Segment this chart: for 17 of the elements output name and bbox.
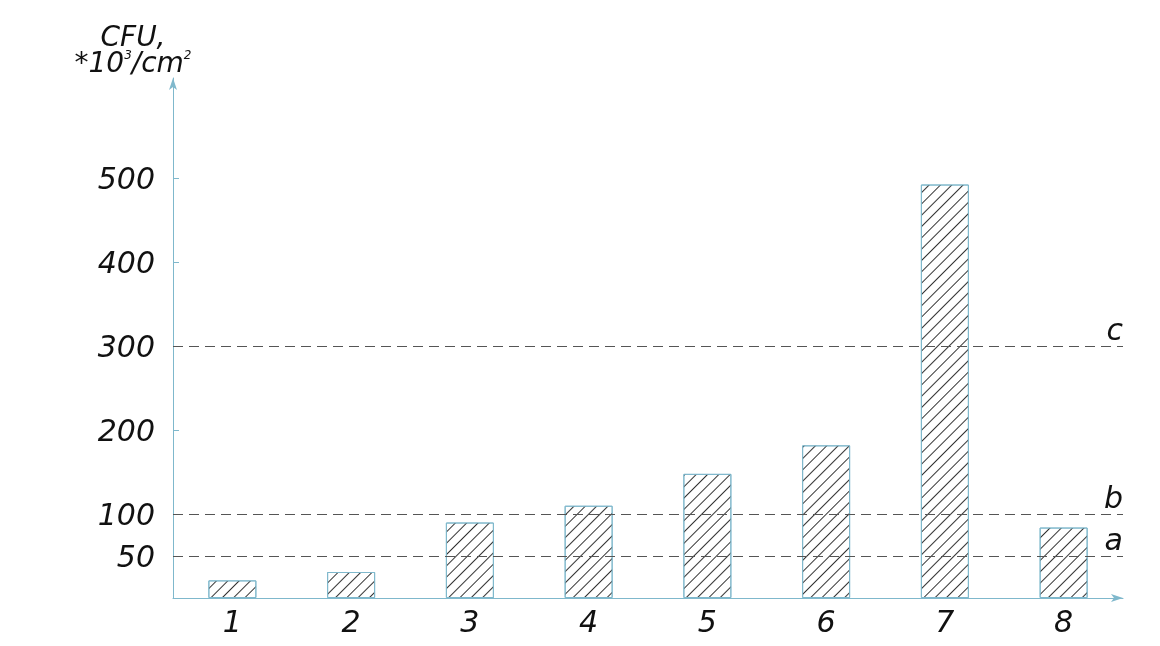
ref-line-label: a	[1104, 521, 1123, 557]
x-tick-label: 8	[1054, 603, 1074, 639]
ref-line-label: b	[1103, 479, 1123, 515]
y-tick-label: 300	[97, 328, 155, 364]
y-tick-label: 400	[97, 245, 155, 281]
x-tick-label: 5	[697, 603, 717, 639]
x-tick-label: 6	[816, 603, 836, 639]
y-tick-label: 500	[97, 161, 155, 197]
y-tick-label: 100	[97, 496, 155, 532]
x-tick-label: 4	[579, 603, 599, 639]
x-tick-label: 2	[341, 603, 361, 639]
y-tick-label: 50	[116, 538, 155, 574]
x-tick-label: 1	[222, 603, 242, 639]
x-tick-label: 3	[460, 603, 480, 639]
y-tick-label: 200	[97, 412, 155, 448]
ref-line-label: c	[1106, 311, 1124, 347]
x-tick-label: 7	[935, 603, 955, 639]
